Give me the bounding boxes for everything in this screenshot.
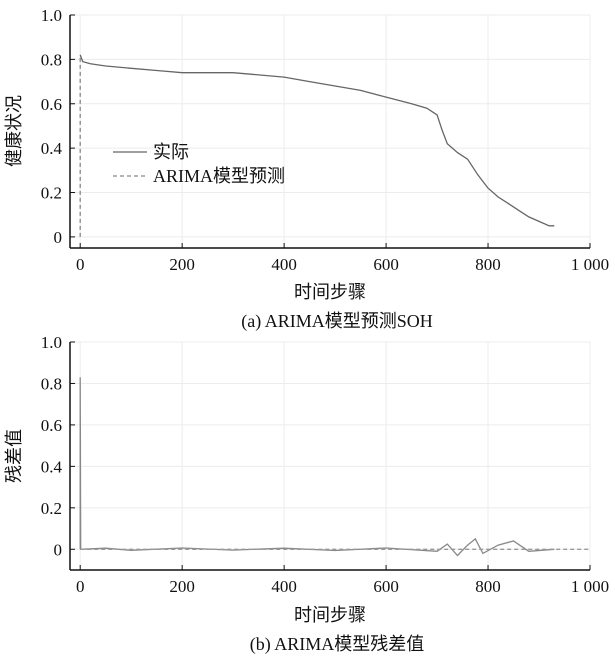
x-axis-label: 时间步骤 (294, 605, 366, 625)
chart-panel-b: 0 200 400 600 800 1 000 0 0.2 0.4 0.6 0.8 1.0 时间步骤 残差… (4, 333, 609, 655)
y-tick-label: 0.2 (41, 499, 62, 518)
y-tick-label: 0.8 (41, 374, 62, 393)
y-axis-label: 健康状况 (4, 95, 24, 167)
legend: 实际 ARIMA模型预测 (113, 142, 285, 186)
y-tick-label: 0.2 (41, 184, 62, 203)
y-tick-label: 0.4 (41, 457, 63, 476)
y-tick-label: 0 (54, 540, 63, 559)
x-tick-label: 200 (169, 255, 195, 274)
x-tick-label: 0 (76, 255, 85, 274)
y-tick-label: 0.4 (41, 139, 63, 158)
y-tick-label: 0 (54, 228, 63, 247)
y-axis-label: 残差值 (4, 429, 24, 483)
x-tick-label: 0 (76, 577, 85, 596)
x-tick-label: 400 (271, 577, 297, 596)
y-tick-label: 0.8 (41, 50, 62, 69)
chart-panel-a: 0 200 400 600 800 1 000 0 0.2 0.4 0.6 0.8 1.0 时间步骤 健康… (4, 6, 609, 332)
x-tick-label: 1 000 (571, 255, 609, 274)
chart-caption: (b) ARIMA模型残差值 (250, 634, 425, 655)
x-tick-label: 800 (475, 577, 501, 596)
series-line-solid (79, 54, 555, 227)
x-axis-label: 时间步骤 (294, 282, 366, 302)
y-tick-label: 1.0 (41, 6, 62, 25)
y-tick-label: 0.6 (41, 95, 62, 114)
x-tick-label: 600 (373, 255, 399, 274)
x-tick-label: 200 (169, 577, 195, 596)
legend-label: ARIMA模型预测 (153, 166, 285, 186)
chart-caption: (a) ARIMA模型预测SOH (241, 311, 433, 332)
y-tick-label: 1.0 (41, 333, 62, 352)
y-tick-label: 0.6 (41, 416, 62, 435)
x-tick-label: 600 (373, 577, 399, 596)
x-tick-label: 1 000 (571, 577, 609, 596)
x-tick-label: 800 (475, 255, 501, 274)
x-tick-label: 400 (271, 255, 297, 274)
legend-label: 实际 (153, 142, 189, 162)
